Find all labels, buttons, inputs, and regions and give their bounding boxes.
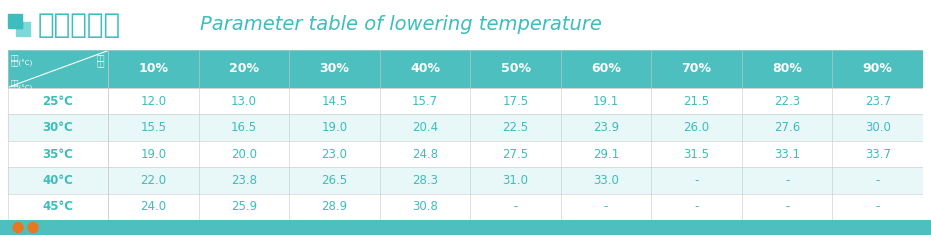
Bar [8, 114, 923, 141]
Text: 33.0: 33.0 [593, 174, 619, 187]
Text: 22.5: 22.5 [503, 121, 529, 134]
Text: 24.0: 24.0 [141, 200, 167, 213]
Text: 室外: 室外 [11, 79, 20, 86]
Bar [16, 22, 22, 28]
Text: -: - [695, 200, 699, 213]
Text: 33.7: 33.7 [865, 148, 891, 161]
Bar [8, 194, 923, 220]
Bar [16, 22, 30, 36]
Text: -: - [875, 200, 880, 213]
Text: 45°C: 45°C [43, 200, 74, 213]
Text: 22.0: 22.0 [141, 174, 167, 187]
Text: 50%: 50% [501, 63, 531, 75]
Text: 19.1: 19.1 [593, 95, 619, 108]
Text: 27.6: 27.6 [774, 121, 801, 134]
Bar [8, 14, 22, 28]
Text: 23.9: 23.9 [593, 121, 619, 134]
Bar [8, 167, 923, 194]
Text: 25°C: 25°C [43, 95, 74, 108]
Text: 14.5: 14.5 [321, 95, 347, 108]
Text: 湿度: 湿度 [97, 60, 105, 67]
Text: Parameter table of lowering temperature: Parameter table of lowering temperature [200, 16, 601, 35]
Text: 23.7: 23.7 [865, 95, 891, 108]
Text: 12.0: 12.0 [141, 95, 167, 108]
Text: 30%: 30% [319, 63, 349, 75]
Text: 40%: 40% [410, 63, 440, 75]
Text: 15.7: 15.7 [412, 95, 438, 108]
Text: 15.5: 15.5 [141, 121, 167, 134]
Text: 30.0: 30.0 [865, 121, 891, 134]
Text: 23.0: 23.0 [321, 148, 347, 161]
Text: -: - [695, 174, 699, 187]
Text: 33.1: 33.1 [775, 148, 800, 161]
Text: 28.9: 28.9 [321, 200, 347, 213]
Text: 出风: 出风 [11, 54, 20, 61]
Text: 31.5: 31.5 [683, 148, 709, 161]
Text: 27.5: 27.5 [503, 148, 529, 161]
Text: 20.4: 20.4 [412, 121, 438, 134]
Text: 30.8: 30.8 [412, 200, 438, 213]
Text: -: - [513, 200, 518, 213]
Text: 40°C: 40°C [43, 174, 74, 187]
Text: 降温参数表: 降温参数表 [38, 11, 121, 39]
Text: 23.8: 23.8 [231, 174, 257, 187]
Text: 80%: 80% [772, 63, 803, 75]
Text: 35°C: 35°C [43, 148, 74, 161]
Text: 31.0: 31.0 [503, 174, 529, 187]
Text: -: - [875, 174, 880, 187]
Text: 70%: 70% [681, 63, 711, 75]
Circle shape [28, 223, 38, 232]
Text: 30°C: 30°C [43, 121, 74, 134]
Text: -: - [785, 200, 789, 213]
Text: 22.3: 22.3 [774, 95, 801, 108]
Text: 17.5: 17.5 [503, 95, 529, 108]
Text: 19.0: 19.0 [141, 148, 167, 161]
Text: 10%: 10% [139, 63, 169, 75]
Circle shape [13, 223, 23, 232]
Text: 28.3: 28.3 [412, 174, 438, 187]
Text: 26.0: 26.0 [683, 121, 709, 134]
Text: 24.8: 24.8 [412, 148, 438, 161]
Text: 室外: 室外 [97, 54, 105, 61]
Text: 温度(°C): 温度(°C) [11, 60, 34, 67]
Text: 20.0: 20.0 [231, 148, 257, 161]
Text: 90%: 90% [863, 63, 893, 75]
Bar [8, 88, 923, 114]
Text: 21.5: 21.5 [683, 95, 709, 108]
Text: 25.9: 25.9 [231, 200, 257, 213]
Bar [8, 50, 923, 88]
Text: 温度(°C): 温度(°C) [11, 85, 34, 92]
Text: 13.0: 13.0 [231, 95, 257, 108]
Text: -: - [785, 174, 789, 187]
Text: 16.5: 16.5 [231, 121, 257, 134]
Text: 60%: 60% [591, 63, 621, 75]
Bar [8, 141, 923, 167]
Text: 20%: 20% [229, 63, 259, 75]
Text: -: - [604, 200, 608, 213]
Text: 19.0: 19.0 [321, 121, 347, 134]
Text: 26.5: 26.5 [321, 174, 347, 187]
Text: 29.1: 29.1 [593, 148, 619, 161]
